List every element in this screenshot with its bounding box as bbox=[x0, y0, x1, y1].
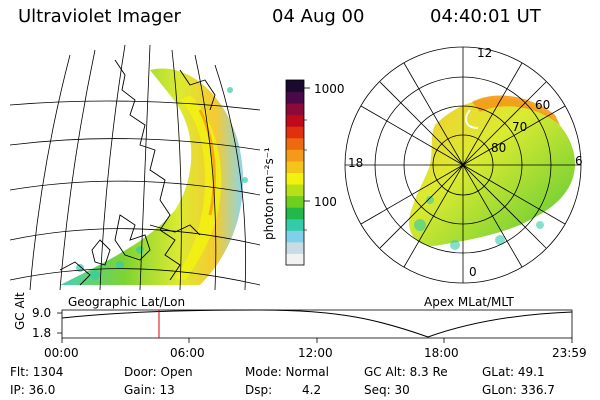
colorbar-segment bbox=[286, 230, 304, 243]
mlat-label-60: 60 bbox=[535, 98, 551, 112]
mlt-label-6: 6 bbox=[575, 154, 583, 168]
colorbar-segment bbox=[286, 80, 304, 93]
mlat-label-80: 80 bbox=[491, 141, 507, 155]
flight-number: Flt: 1304 bbox=[10, 365, 64, 379]
colorbar-segment bbox=[286, 160, 304, 173]
door-status: Door: Open bbox=[124, 365, 193, 379]
mlat-label-70: 70 bbox=[512, 120, 528, 134]
timeline-xtick: 23:59 bbox=[552, 346, 587, 360]
gc-altitude: GC Alt: 8.3 Re bbox=[364, 365, 448, 379]
geographic-map bbox=[10, 44, 261, 290]
colorbar-tick-100: 100 bbox=[314, 195, 337, 209]
colorbar-segment bbox=[286, 253, 304, 266]
colorbar-segment bbox=[286, 241, 304, 254]
timeline-ytick-9: 9.0 bbox=[32, 306, 52, 320]
colorbar-segment bbox=[286, 137, 304, 150]
mode-value: Mode: Normal bbox=[245, 365, 329, 379]
colorbar bbox=[286, 80, 304, 266]
colorbar-tick-1000: 1000 bbox=[314, 82, 345, 96]
geographic-panel-label: Geographic Lat/Lon bbox=[68, 295, 186, 309]
colorbar-unit-label: photon cm⁻²s⁻¹ bbox=[262, 147, 276, 240]
geographic-latitude: GLat: 49.1 bbox=[482, 365, 545, 379]
graticule-lat bbox=[10, 100, 261, 286]
dsp-label: Dsp: bbox=[245, 383, 273, 397]
colorbar-segment bbox=[286, 114, 304, 127]
graticule-lon bbox=[29, 44, 247, 290]
timeline-xtick: 12:00 bbox=[298, 346, 333, 360]
geographic-longitude: GLon: 336.7 bbox=[482, 383, 555, 397]
colorbar-segment bbox=[286, 207, 304, 220]
orbit-timeline bbox=[57, 309, 573, 343]
apex-panel-label: Apex MLat/MLT bbox=[424, 295, 514, 309]
date-label: 04 Aug 00 bbox=[272, 6, 365, 27]
coastlines bbox=[59, 59, 216, 286]
time-label: 04:40:01 UT bbox=[430, 6, 541, 27]
colorbar-segment bbox=[286, 184, 304, 197]
timeline-ylabel: GC Alt bbox=[13, 292, 27, 330]
dsp-value: 4.2 bbox=[302, 383, 322, 397]
mlt-label-0: 0 bbox=[469, 265, 477, 279]
polar-grid bbox=[344, 46, 582, 284]
mlt-label-12: 12 bbox=[477, 46, 493, 60]
colorbar-segment bbox=[286, 149, 304, 162]
instrument-title: Ultraviolet Imager bbox=[18, 6, 181, 27]
orbit-altitude-curve bbox=[61, 309, 573, 338]
timeline-ytick-1.8: 1.8 bbox=[32, 326, 52, 340]
sequence-number: Seq: 30 bbox=[364, 383, 410, 397]
ip-value: IP: 36.0 bbox=[10, 383, 56, 397]
timeline-xtick: 00:00 bbox=[44, 346, 79, 360]
gain-value: Gain: 13 bbox=[124, 383, 175, 397]
colorbar-segment bbox=[286, 195, 304, 208]
colorbar-segment bbox=[286, 172, 304, 185]
colorbar-segment bbox=[286, 91, 304, 104]
mlt-label-18: 18 bbox=[348, 156, 364, 170]
colorbar-segment bbox=[286, 103, 304, 116]
colorbar-segment bbox=[286, 218, 304, 231]
timeline-xtick: 18:00 bbox=[424, 346, 459, 360]
timeline-xtick: 06:00 bbox=[170, 346, 205, 360]
colorbar-segment bbox=[286, 126, 304, 139]
